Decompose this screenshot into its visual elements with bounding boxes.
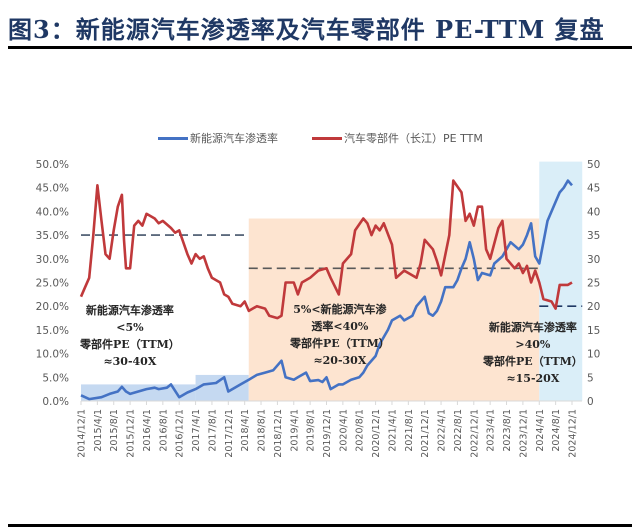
annotation-phase-3: 新能源汽车渗透率 >40% 零部件PE（TTM） ≈15-20X: [483, 319, 583, 387]
legend-swatch-blue: [158, 136, 188, 140]
x-tick-label: 2020/8/1: [355, 409, 366, 452]
right-tick-label: 10: [587, 349, 600, 361]
annotation-line: 5%<新能源汽车渗: [293, 303, 387, 316]
x-tick-label: 2017/8/1: [207, 409, 218, 452]
right-tick-label: 25: [587, 278, 600, 290]
x-tick-label: 2023/12/1: [518, 409, 529, 458]
legend-swatch-red: [312, 136, 342, 140]
left-tick-label: 50.0%: [36, 159, 69, 171]
right-axis: 0 5 10 15 20 25 30 35 40 45 50: [587, 159, 600, 408]
x-tick-label: 2016/4/1: [142, 409, 153, 452]
x-tick-label: 2022/4/1: [437, 409, 448, 452]
annotation-line: >40%: [515, 338, 551, 351]
x-tick-label: 2019/12/1: [322, 409, 333, 458]
x-tick-label: 2015/12/1: [126, 409, 137, 458]
shaded-region: [248, 218, 540, 401]
data-lines: [79, 179, 573, 401]
page-title: 图3：新能源汽车渗透率及汽车零部件 PE-TTM 复盘: [8, 15, 605, 44]
right-tick-label: 30: [587, 254, 600, 266]
x-tick-label: 2019/8/1: [306, 409, 317, 452]
left-tick-label: 20.0%: [36, 301, 69, 313]
x-tick-label: 2018/4/1: [240, 409, 251, 452]
x-tick-label: 2017/4/1: [191, 409, 202, 452]
x-tick-label: 2014/12/1: [77, 409, 88, 458]
annotation-line: 新能源汽车渗透率: [85, 304, 174, 317]
left-tick-label: 25.0%: [36, 278, 69, 290]
x-tick-label: 2018/12/1: [273, 409, 284, 458]
left-tick-label: 15.0%: [36, 325, 69, 337]
left-tick-label: 10.0%: [36, 349, 69, 361]
right-tick-label: 20: [587, 301, 600, 313]
x-tick-label: 2023/8/1: [502, 409, 513, 452]
annotation-phase-2: 5%<新能源汽车渗 透率<40% 零部件PE（TTM） ≈20-30X: [290, 301, 390, 369]
annotation-line: ≈30-40X: [103, 355, 157, 368]
footer-rule: [8, 524, 632, 527]
annotation-line: <5%: [116, 321, 144, 334]
right-tick-label: 0: [587, 396, 594, 408]
right-tick-label: 45: [587, 183, 600, 195]
annotation-line: 新能源汽车渗透率: [488, 321, 577, 334]
title-rule: [8, 46, 632, 49]
x-tick-label: 2020/12/1: [371, 409, 382, 458]
annotation-line: 透率<40%: [311, 320, 369, 333]
right-tick-label: 50: [587, 159, 600, 171]
annotation-line: ≈20-30X: [313, 354, 367, 367]
x-tick-label: 2017/12/1: [224, 409, 235, 458]
x-tick-label: 2022/12/1: [469, 409, 480, 458]
x-tick-label: 2021/4/1: [387, 409, 398, 452]
legend-label: 汽车零部件（长江）PE TTM: [344, 132, 483, 145]
shaded-region: [539, 161, 583, 401]
annotation-line: ≈15-20X: [506, 372, 560, 385]
annotation-line: 零部件PE（TTM）: [483, 355, 583, 368]
x-tick-label: 2015/4/1: [93, 409, 104, 452]
x-tick-label: 2018/8/1: [257, 409, 268, 452]
right-tick-label: 5: [587, 372, 594, 384]
series-line: [79, 179, 573, 320]
x-tick-label: 2024/8/1: [551, 409, 562, 452]
right-tick-label: 15: [587, 325, 600, 337]
x-tick-label: 2016/12/1: [175, 409, 186, 458]
x-axis: 2014/12/1 2015/4/1 2015/8/1 2015/12/1 2016/4…: [77, 400, 582, 458]
left-tick-label: 0.0%: [42, 396, 69, 408]
x-tick-label: 2016/8/1: [158, 409, 169, 452]
annotation-phase-1: 新能源汽车渗透率 <5% 零部件PE（TTM） ≈30-40X: [80, 302, 180, 370]
right-tick-label: 35: [587, 230, 600, 242]
x-tick-label: 2021/8/1: [404, 409, 415, 452]
series-line: [80, 179, 573, 401]
left-tick-label: 5.0%: [42, 372, 69, 384]
x-tick-label: 2021/12/1: [420, 409, 431, 458]
shaded-regions: [81, 161, 583, 401]
left-tick-label: 30.0%: [36, 254, 69, 266]
left-axis: 0.0% 5.0% 10.0% 15.0% 20.0% 25.0% 30.0% 35.0% 40…: [36, 159, 69, 408]
legend-item-penetration: 新能源汽车渗透率: [158, 130, 278, 146]
annotation-line: 零部件PE（TTM）: [290, 337, 390, 350]
legend: 新能源汽车渗透率 汽车零部件（长江）PE TTM: [158, 130, 483, 146]
x-tick-label: 2022/8/1: [453, 409, 464, 452]
left-tick-label: 35.0%: [36, 230, 69, 242]
legend-item-pe: 汽车零部件（长江）PE TTM: [312, 130, 483, 146]
annotation-line: 零部件PE（TTM）: [80, 338, 180, 351]
x-tick-label: 2015/8/1: [109, 409, 120, 452]
x-tick-label: 2024/12/1: [568, 409, 579, 458]
x-tick-label: 2019/4/1: [289, 409, 300, 452]
x-tick-label: 2020/4/1: [338, 409, 349, 452]
x-tick-label: 2024/4/1: [535, 409, 546, 452]
left-tick-label: 40.0%: [36, 206, 69, 218]
x-tick-label: 2023/4/1: [486, 409, 497, 452]
legend-label: 新能源汽车渗透率: [190, 132, 278, 145]
right-tick-label: 40: [587, 206, 600, 218]
left-tick-label: 45.0%: [36, 183, 69, 195]
